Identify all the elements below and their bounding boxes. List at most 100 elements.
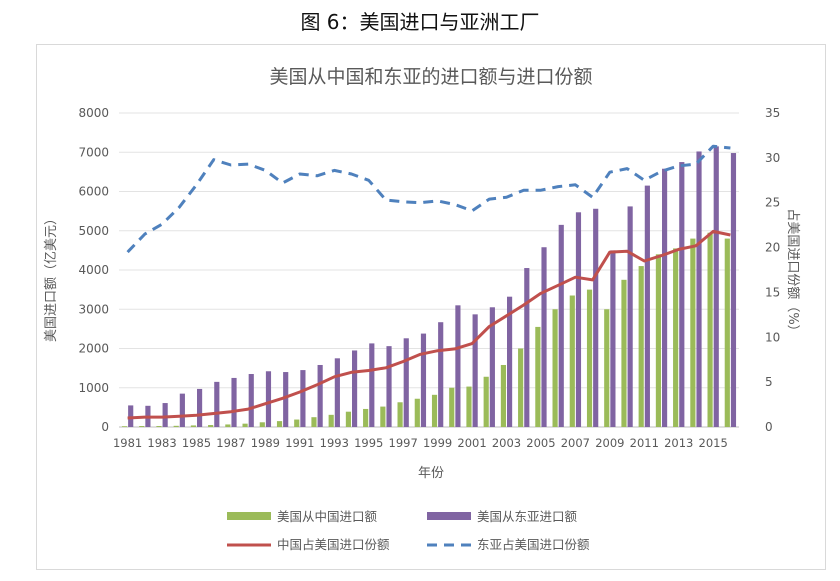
bar (552, 309, 558, 427)
legend-label: 东亚占美国进口份额 (477, 537, 590, 552)
x-tick-label: 1987 (216, 436, 245, 450)
bar (248, 374, 254, 427)
bar (724, 238, 730, 427)
bar (311, 417, 317, 427)
y-tick-label: 3000 (78, 302, 109, 316)
bar (431, 394, 438, 427)
bar (317, 364, 323, 427)
bar (558, 224, 564, 427)
bar (541, 247, 547, 427)
bar (369, 343, 375, 427)
bar (363, 408, 369, 427)
x-tick-label: 1997 (389, 436, 418, 450)
bar (438, 322, 444, 427)
x-tick-label: 2007 (561, 436, 590, 450)
y-tick-label: 5000 (78, 224, 109, 238)
y-tick-label: 6000 (78, 185, 109, 199)
x-tick-label: 1995 (354, 436, 383, 450)
x-tick-label: 2001 (457, 436, 486, 450)
bar (242, 423, 248, 427)
bar (231, 377, 237, 427)
bar (259, 422, 265, 427)
bar (380, 406, 386, 427)
bar (644, 185, 650, 427)
bar (455, 305, 461, 427)
x-tick-label: 2009 (595, 436, 624, 450)
bar (466, 386, 472, 427)
bar (655, 254, 661, 427)
bar (662, 168, 668, 428)
y2-tick-label: 25 (765, 196, 780, 210)
bar (679, 162, 685, 427)
y-tick-label: 2000 (78, 342, 109, 356)
y-tick-label: 0 (101, 420, 109, 434)
x-tick-label: 1985 (182, 436, 211, 450)
x-tick-label: 2013 (664, 436, 693, 450)
bar (334, 358, 340, 427)
legend-swatch (427, 512, 471, 520)
x-axis-label: 年份 (418, 466, 444, 481)
bar (610, 250, 616, 427)
y2-tick-label: 5 (765, 375, 773, 389)
bar (179, 393, 185, 427)
bar (276, 421, 283, 427)
bar (214, 381, 220, 427)
legend-swatch (227, 512, 271, 520)
bar (156, 426, 162, 427)
bar (352, 350, 358, 427)
bar (507, 296, 513, 427)
bar (696, 151, 702, 427)
bar (713, 146, 719, 428)
legend-label: 美国从东亚进口额 (477, 509, 578, 524)
bar (586, 289, 593, 427)
y2-tick-label: 20 (765, 241, 780, 255)
bar (265, 371, 272, 427)
y2-axis-label: 占美国进口份额（%） (785, 208, 800, 337)
bar (128, 405, 134, 427)
y-tick-label: 8000 (78, 106, 109, 120)
y-tick-label: 4000 (78, 263, 109, 277)
y-tick-label: 1000 (78, 381, 109, 395)
bar (283, 372, 289, 427)
bar (225, 424, 231, 427)
y2-tick-label: 15 (765, 285, 780, 299)
x-tick-label: 2015 (699, 436, 728, 450)
bar (139, 426, 145, 427)
bar (403, 338, 409, 427)
bar (328, 414, 334, 427)
bar (345, 411, 351, 427)
legend-label: 美国从中国进口额 (277, 509, 378, 524)
bar (483, 376, 489, 427)
y-axis-left: 0 1000 2000 3000 4000 5000 6000 7000 8000 (78, 106, 109, 434)
bar (627, 206, 633, 427)
bar (569, 295, 575, 427)
x-tick-label: 1993 (320, 436, 349, 450)
y2-tick-label: 35 (765, 106, 780, 120)
bar (162, 403, 168, 427)
chart-svg: 美国从中国和东亚的进口额与进口份额 0 1000 2000 3000 4000 5000 6… (44, 66, 800, 552)
y-axis-right: 0 5 10 15 20 25 30 35 (765, 106, 780, 434)
y2-tick-label: 10 (765, 330, 780, 344)
figure-caption: 图 6：美国进口与亚洲工厂 (300, 10, 540, 34)
bar (449, 387, 455, 427)
bar (472, 314, 478, 427)
bar (300, 370, 306, 427)
bar (638, 266, 644, 427)
x-tick-label: 2005 (526, 436, 555, 450)
gridlines (119, 112, 739, 428)
bar (604, 309, 610, 427)
bar (173, 425, 179, 427)
bar (535, 326, 541, 427)
bar (690, 238, 696, 427)
bar (673, 248, 679, 427)
bar (621, 279, 627, 427)
bar (489, 307, 495, 427)
x-axis: 1981 1983 1985 1987 1989 1991 1993 1995 1997 1999… (113, 436, 728, 450)
bar (575, 212, 582, 427)
chart-frame: 美国从中国和东亚的进口额与进口份额 0 1000 2000 3000 4000 5000 6… (36, 44, 826, 570)
legend-label: 中国占美国进口份额 (277, 537, 390, 552)
bar (730, 153, 737, 427)
x-tick-label: 2003 (492, 436, 521, 450)
y2-tick-label: 30 (765, 151, 780, 165)
